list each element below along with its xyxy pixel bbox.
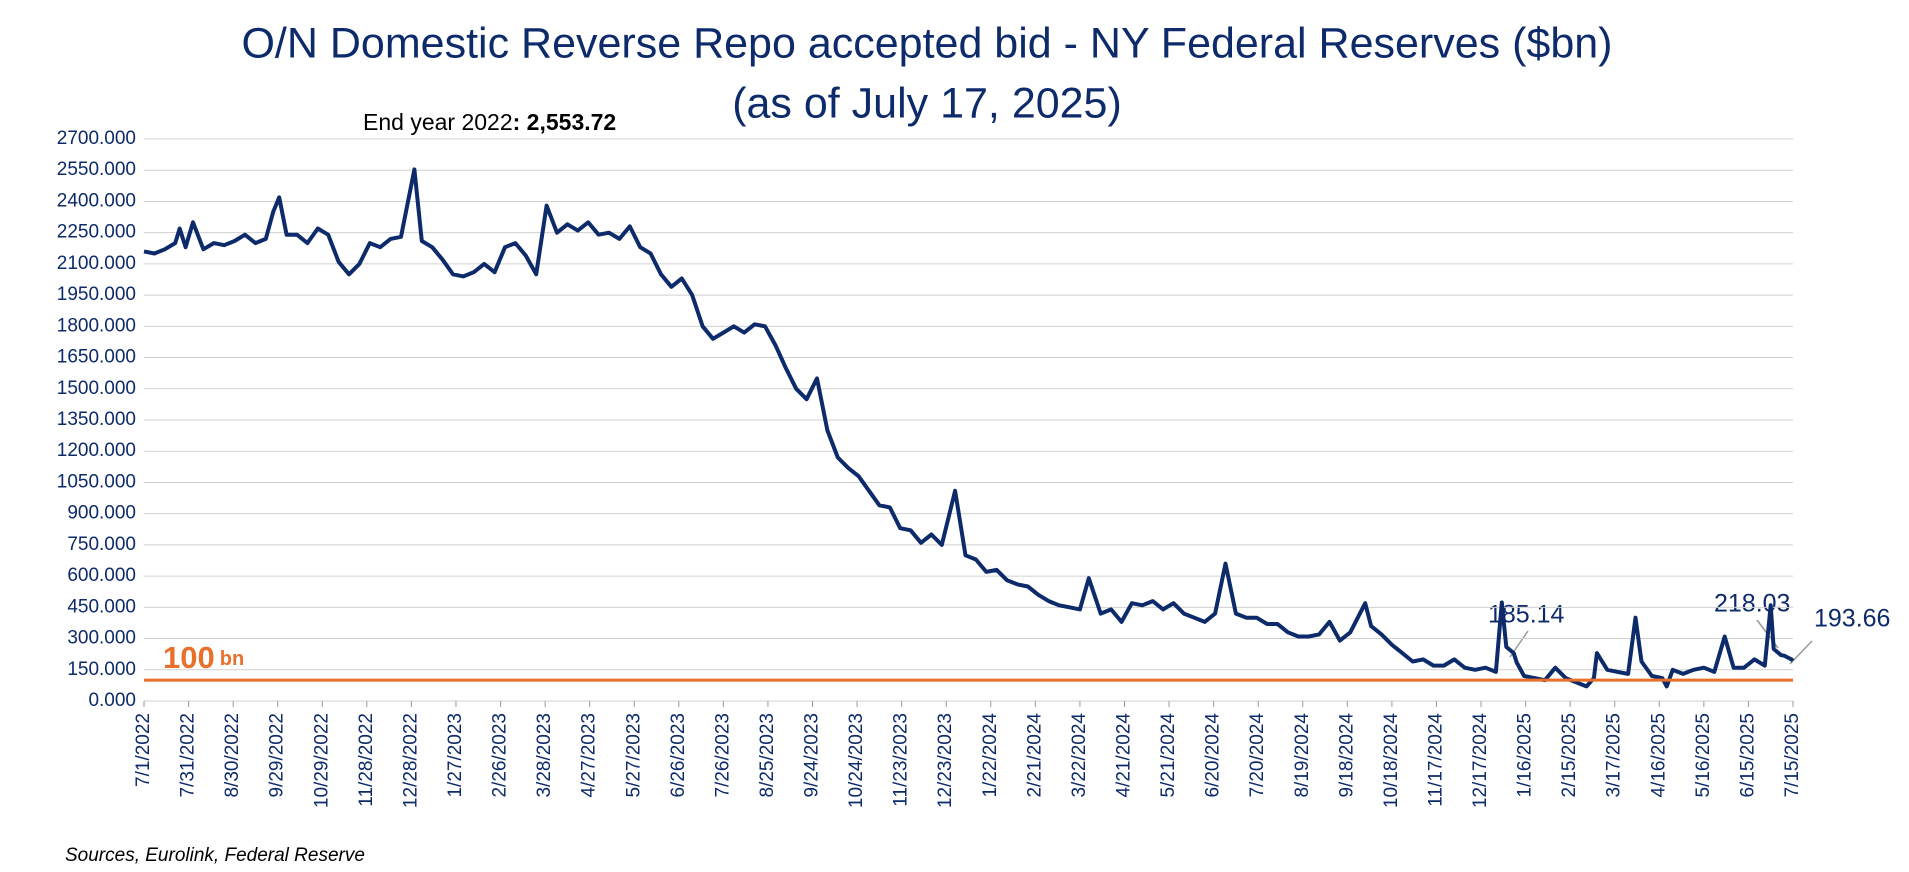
- x-tick-label: 3/22/2024: [1069, 713, 1090, 798]
- x-tick-label: 7/26/2023: [712, 713, 733, 798]
- x-tick-label: 4/16/2025: [1648, 713, 1669, 798]
- x-tick-label: 2/26/2023: [490, 713, 511, 798]
- y-tick-label: 450.000: [67, 596, 136, 617]
- y-tick-label: 900.000: [67, 503, 136, 524]
- y-tick-label: 1800.000: [57, 315, 136, 336]
- series-line: [143, 167, 1795, 689]
- data-label: 218.03: [1714, 590, 1790, 618]
- y-tick-label: 150.000: [67, 659, 136, 680]
- y-tick-label: 1350.000: [57, 409, 136, 430]
- x-tick-label: 8/25/2023: [757, 713, 778, 798]
- x-tick-label: 9/24/2023: [802, 713, 823, 798]
- x-tick-label: 2/15/2025: [1559, 713, 1580, 798]
- x-tick-label: 7/1/2022: [133, 713, 154, 787]
- x-tick-label: 7/15/2025: [1782, 713, 1803, 798]
- x-tick-label: 12/28/2022: [400, 713, 421, 808]
- x-tick-label: 11/23/2023: [891, 713, 912, 807]
- x-tick-label: 9/29/2022: [267, 713, 288, 798]
- data-label: 193.66: [1814, 605, 1890, 633]
- y-tick-label: 300.000: [67, 628, 136, 649]
- annotation: End year 2022: 2,553.72: [363, 109, 616, 135]
- x-tick-label: 4/21/2024: [1114, 713, 1135, 798]
- annotation-label: End year 2022: [363, 109, 513, 135]
- x-tick-label: 5/16/2025: [1693, 713, 1714, 798]
- x-tick-label: 12/17/2024: [1470, 713, 1491, 809]
- x-tick-label: 7/31/2022: [178, 713, 199, 798]
- x-tick-label: 1/27/2023: [445, 713, 466, 798]
- y-tick-label: 2250.000: [57, 222, 136, 243]
- x-tick-label: 9/18/2024: [1336, 713, 1357, 798]
- y-tick-label: 600.000: [67, 565, 136, 586]
- chart-subtitle: (as of July 17, 2025): [732, 79, 1122, 127]
- source-note: Sources, Eurolink, Federal Reserve: [65, 845, 365, 866]
- x-tick-label: 5/27/2023: [623, 713, 644, 798]
- reference-value: 100: [163, 640, 215, 675]
- y-tick-label: 0.000: [88, 690, 136, 711]
- y-tick-label: 2700.000: [57, 128, 136, 149]
- x-tick-label: 3/28/2023: [534, 713, 555, 798]
- x-tick-label: 2/21/2024: [1024, 713, 1045, 798]
- x-tick-label: 6/20/2024: [1203, 713, 1224, 798]
- reference-unit: bn: [220, 648, 244, 670]
- x-tick-label: 8/30/2022: [222, 713, 243, 798]
- x-tick-label: 11/28/2022: [356, 713, 377, 807]
- x-tick-label: 10/24/2023: [846, 713, 867, 808]
- x-tick-label: 10/29/2022: [311, 713, 332, 808]
- y-tick-label: 1950.000: [57, 284, 136, 305]
- y-tick-label: 2400.000: [57, 190, 136, 211]
- y-tick-label: 1500.000: [57, 378, 136, 399]
- reference-label: 100 bn: [163, 640, 244, 675]
- annotation-value: : 2,553.72: [513, 109, 617, 135]
- x-tick-label: 11/17/2024: [1425, 713, 1446, 807]
- x-tick-label: 5/21/2024: [1158, 713, 1179, 798]
- y-tick-label: 1200.000: [57, 440, 136, 461]
- x-tick-label: 1/16/2025: [1515, 713, 1536, 798]
- y-tick-label: 2550.000: [57, 159, 136, 180]
- chart-title: O/N Domestic Reverse Repo accepted bid -…: [241, 19, 1612, 67]
- x-tick-label: 1/22/2024: [980, 713, 1001, 798]
- x-tick-label: 6/15/2025: [1737, 713, 1758, 798]
- x-tick-label: 3/17/2025: [1604, 713, 1625, 798]
- y-tick-label: 1650.000: [57, 347, 136, 368]
- y-tick-label: 2100.000: [57, 253, 136, 274]
- x-tick-label: 6/26/2023: [668, 713, 689, 798]
- x-tick-label: 8/19/2024: [1292, 713, 1313, 798]
- x-tick-label: 4/27/2023: [579, 713, 600, 798]
- x-tick-label: 12/23/2023: [935, 713, 956, 808]
- y-tick-label: 1050.000: [57, 471, 136, 492]
- y-tick-label: 750.000: [67, 534, 136, 555]
- leader-line: [1789, 640, 1813, 665]
- x-tick-label: 7/20/2024: [1247, 713, 1268, 798]
- x-tick-label: 10/18/2024: [1381, 713, 1402, 809]
